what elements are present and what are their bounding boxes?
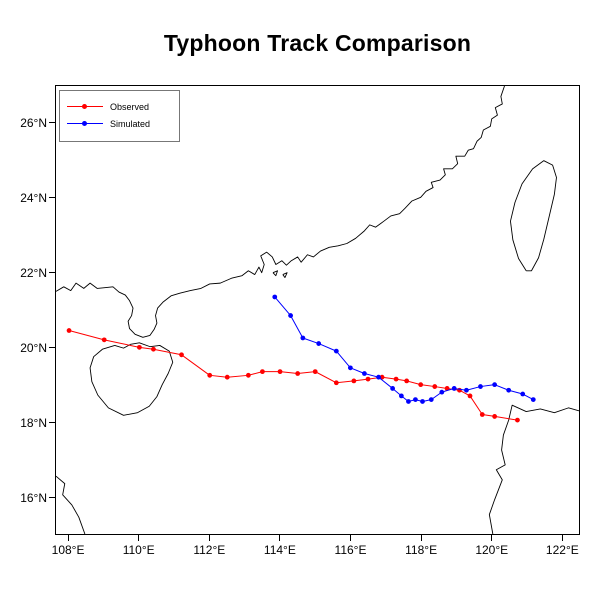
observed-track-point <box>312 369 318 375</box>
y-tick-label: 16°N <box>20 490 47 505</box>
y-tick-label: 22°N <box>20 265 47 280</box>
x-tick-label: 114°E <box>263 543 296 557</box>
x-tick-mark <box>350 535 351 541</box>
map-canvas <box>56 86 579 534</box>
simulated-track-point <box>478 384 483 389</box>
simulated-track-point <box>428 397 434 402</box>
legend-label-simulated: Simulated <box>110 118 151 129</box>
simulated-track-point <box>413 397 418 402</box>
observed-track-point <box>444 386 450 391</box>
observed-track-point <box>224 374 230 380</box>
y-tick-label: 24°N <box>20 190 47 205</box>
x-tick-mark <box>208 535 210 541</box>
x-tick-mark <box>561 535 563 541</box>
observed-track-point <box>404 378 410 384</box>
simulated-track-point <box>406 399 411 404</box>
y-tick-label: 26°N <box>20 115 47 130</box>
legend-label-observed: Observed <box>110 101 150 112</box>
x-tick-label: 108°E <box>51 543 85 557</box>
coastline-path <box>56 86 505 338</box>
y-tick-mark <box>49 272 55 273</box>
y-tick-label: 20°N <box>20 340 47 355</box>
x-tick-mark <box>67 535 69 541</box>
observed-track-point <box>101 337 107 343</box>
simulated-track-point <box>333 348 339 354</box>
simulated-track-point <box>272 294 278 300</box>
simulated-track-point <box>362 371 367 376</box>
x-tick-label: 116°E <box>334 543 367 557</box>
y-tick-mark <box>49 347 55 348</box>
y-tick-mark <box>49 497 55 498</box>
observed-track-point <box>136 344 142 350</box>
x-tick-label: 118°E <box>405 543 438 557</box>
x-tick-label: 120°E <box>475 543 509 557</box>
observed-track-point <box>260 369 265 375</box>
observed-track-point <box>333 380 339 386</box>
observed-track-line <box>68 330 518 421</box>
simulated-track-point <box>300 335 306 341</box>
observed-track-point <box>295 371 301 376</box>
simulated-track-point <box>520 391 526 397</box>
coastline-path <box>89 342 174 416</box>
x-tick-mark <box>491 535 493 541</box>
simulated-line-swatch <box>67 121 103 126</box>
observed-track-point <box>66 328 72 333</box>
simulated-track-point <box>288 313 293 318</box>
coastline-path <box>272 270 279 277</box>
simulated-marker-swatch <box>82 121 87 126</box>
observed-track-point <box>151 346 156 352</box>
y-tick-mark <box>49 422 55 423</box>
simulated-track-point <box>506 387 512 393</box>
coastline-path <box>510 160 557 272</box>
observed-track-point <box>467 393 473 399</box>
observed-track-point <box>351 378 357 384</box>
observed-track-point <box>245 372 251 378</box>
observed-track-point <box>432 384 438 389</box>
x-tick-label: 112°E <box>193 543 226 557</box>
simulated-track-point <box>464 387 469 393</box>
y-tick-mark <box>49 122 55 123</box>
coastline-path <box>282 272 288 278</box>
x-tick-mark <box>420 535 422 541</box>
x-tick-label: 110°E <box>122 543 155 557</box>
observed-track-point <box>479 412 485 417</box>
simulated-track-point <box>439 389 445 395</box>
simulated-track-point <box>398 393 404 399</box>
plot-area: Observed Simulated <box>55 85 580 535</box>
legend-entry-observed: Observed <box>67 98 179 115</box>
observed-track-point <box>179 352 184 358</box>
coastline-path <box>56 475 86 534</box>
observed-track-point <box>492 414 498 419</box>
x-tick-mark <box>279 535 281 541</box>
simulated-track-point <box>390 386 396 391</box>
simulated-track-point <box>316 341 322 346</box>
simulated-track-point <box>347 365 353 371</box>
observed-marker-swatch <box>82 104 87 109</box>
legend-entry-simulated: Simulated <box>67 115 179 132</box>
legend: Observed Simulated <box>59 90 180 142</box>
y-tick-label: 18°N <box>20 415 47 430</box>
observed-track-point <box>365 376 371 382</box>
simulated-track-point <box>420 399 425 404</box>
observed-track-point <box>379 374 385 380</box>
y-tick-mark <box>49 197 55 198</box>
observed-track-point <box>393 376 399 382</box>
x-tick-label: 122°E <box>545 543 579 557</box>
x-tick-mark <box>138 535 140 541</box>
simulated-track-point <box>451 386 457 391</box>
simulated-track-line <box>274 296 534 402</box>
simulated-track-point <box>492 382 498 388</box>
observed-track-point <box>207 372 213 378</box>
observed-track-point <box>515 417 520 423</box>
simulated-track-point <box>376 374 381 380</box>
observed-line-swatch <box>67 104 103 109</box>
chart-title: Typhoon Track Comparison <box>163 30 472 56</box>
observed-track-point <box>277 369 283 375</box>
simulated-track-point <box>530 397 536 402</box>
observed-track-point <box>418 382 424 388</box>
coastline-path <box>488 404 579 534</box>
